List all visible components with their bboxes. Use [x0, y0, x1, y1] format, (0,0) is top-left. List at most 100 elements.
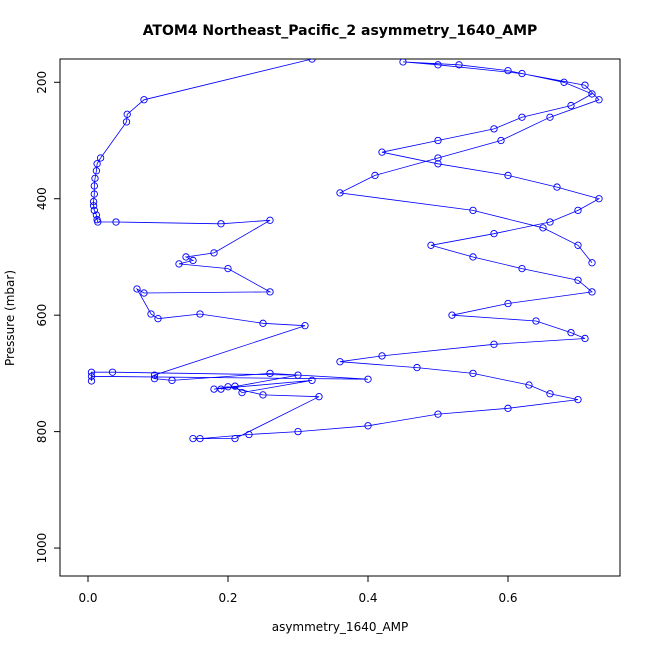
data-point: [122, 118, 131, 126]
data-point: [92, 167, 101, 175]
data-point: [150, 371, 159, 379]
y-axis: 200 400 600 800 1000: [35, 71, 60, 563]
data-point: [196, 310, 204, 318]
data-point: [469, 206, 477, 215]
data-point: [532, 317, 540, 325]
data-point: [595, 96, 603, 104]
data-point: [123, 110, 131, 118]
y-tick-label: 800: [35, 420, 49, 443]
data-point: [448, 311, 456, 319]
data-point: [434, 61, 442, 69]
data-point: [504, 171, 512, 180]
data-point: [504, 66, 512, 75]
data-point: [490, 230, 498, 238]
data-point: [89, 202, 98, 210]
y-tick-label: 400: [35, 187, 49, 210]
data-point: [497, 136, 505, 145]
data-point: [224, 383, 232, 391]
data-point: [217, 220, 225, 228]
data-point: [371, 171, 379, 180]
data-point: [89, 197, 98, 206]
plot-frame: [59, 58, 621, 577]
data-point: [308, 59, 316, 63]
x-axis-label: asymmetry_1640_AMP: [272, 620, 409, 634]
data-point: [182, 253, 190, 261]
data-point: [150, 374, 159, 383]
data-point: [378, 148, 386, 156]
data-point: [469, 369, 477, 378]
data-point: [469, 253, 477, 261]
data-point: [413, 363, 421, 372]
x-tick-label: 0.4: [358, 591, 377, 605]
data-point: [266, 288, 274, 296]
data-point: [112, 218, 120, 226]
data-point: [154, 315, 162, 323]
data-point: [259, 391, 267, 399]
data-point: [364, 375, 372, 383]
data-point: [315, 393, 323, 401]
data-point: [546, 113, 554, 121]
data-point: [581, 334, 589, 343]
data-point: [581, 81, 589, 89]
plot-area: [87, 59, 603, 443]
data-point: [90, 190, 98, 198]
data-point: [539, 224, 547, 232]
data-point: [399, 59, 407, 66]
data-point: [595, 195, 603, 203]
data-point: [518, 264, 526, 273]
data-point: [294, 427, 302, 436]
y-tick-label: 200: [35, 71, 49, 94]
data-point: [266, 369, 274, 378]
data-point: [588, 259, 596, 267]
data-point: [525, 381, 533, 389]
data-point: [574, 206, 582, 215]
data-point: [364, 422, 372, 430]
data-point: [175, 260, 183, 268]
data-point: [94, 218, 102, 226]
data-point: [168, 376, 176, 385]
data-point: [434, 410, 442, 418]
data-point: [336, 189, 344, 197]
x-tick-label: 0.2: [218, 591, 237, 605]
data-point: [217, 385, 225, 393]
y-axis-label: Pressure (mbar): [3, 270, 17, 366]
data-point: [567, 328, 575, 337]
data-point: [308, 376, 316, 385]
data-point: [553, 183, 561, 191]
data-point: [574, 276, 582, 284]
data-point: [567, 101, 575, 110]
data-point: [91, 174, 99, 183]
data-point: [294, 371, 302, 379]
data-point: [147, 310, 155, 318]
data-point: [434, 160, 442, 168]
y-tick-label: 600: [35, 304, 49, 327]
data-point: [518, 69, 526, 78]
data-point: [87, 377, 96, 385]
data-point: [588, 90, 596, 98]
data-point: [588, 288, 596, 296]
data-point: [504, 404, 512, 412]
data-point: [87, 372, 96, 380]
x-tick-label: 0.6: [498, 591, 517, 605]
data-point: [140, 289, 148, 297]
data-point: [140, 96, 148, 104]
data-point: [196, 434, 204, 443]
data-point: [504, 299, 512, 308]
data-point: [93, 160, 101, 168]
data-point: [189, 434, 197, 443]
data-point: [546, 218, 554, 226]
data-point: [574, 241, 582, 249]
data-point: [560, 78, 568, 86]
data-point: [455, 61, 463, 69]
x-axis: 0.0 0.2 0.4 0.6: [78, 576, 518, 605]
data-point: [231, 382, 239, 390]
data-point: [434, 136, 442, 145]
data-point: [259, 319, 267, 327]
data-point: [490, 340, 498, 348]
data-point: [87, 368, 96, 376]
data-point: [90, 206, 98, 215]
chart-title: ATOM4 Northeast_Pacific_2 asymmetry_1640…: [143, 23, 538, 39]
data-point: [92, 211, 101, 219]
data-point: [266, 216, 274, 224]
